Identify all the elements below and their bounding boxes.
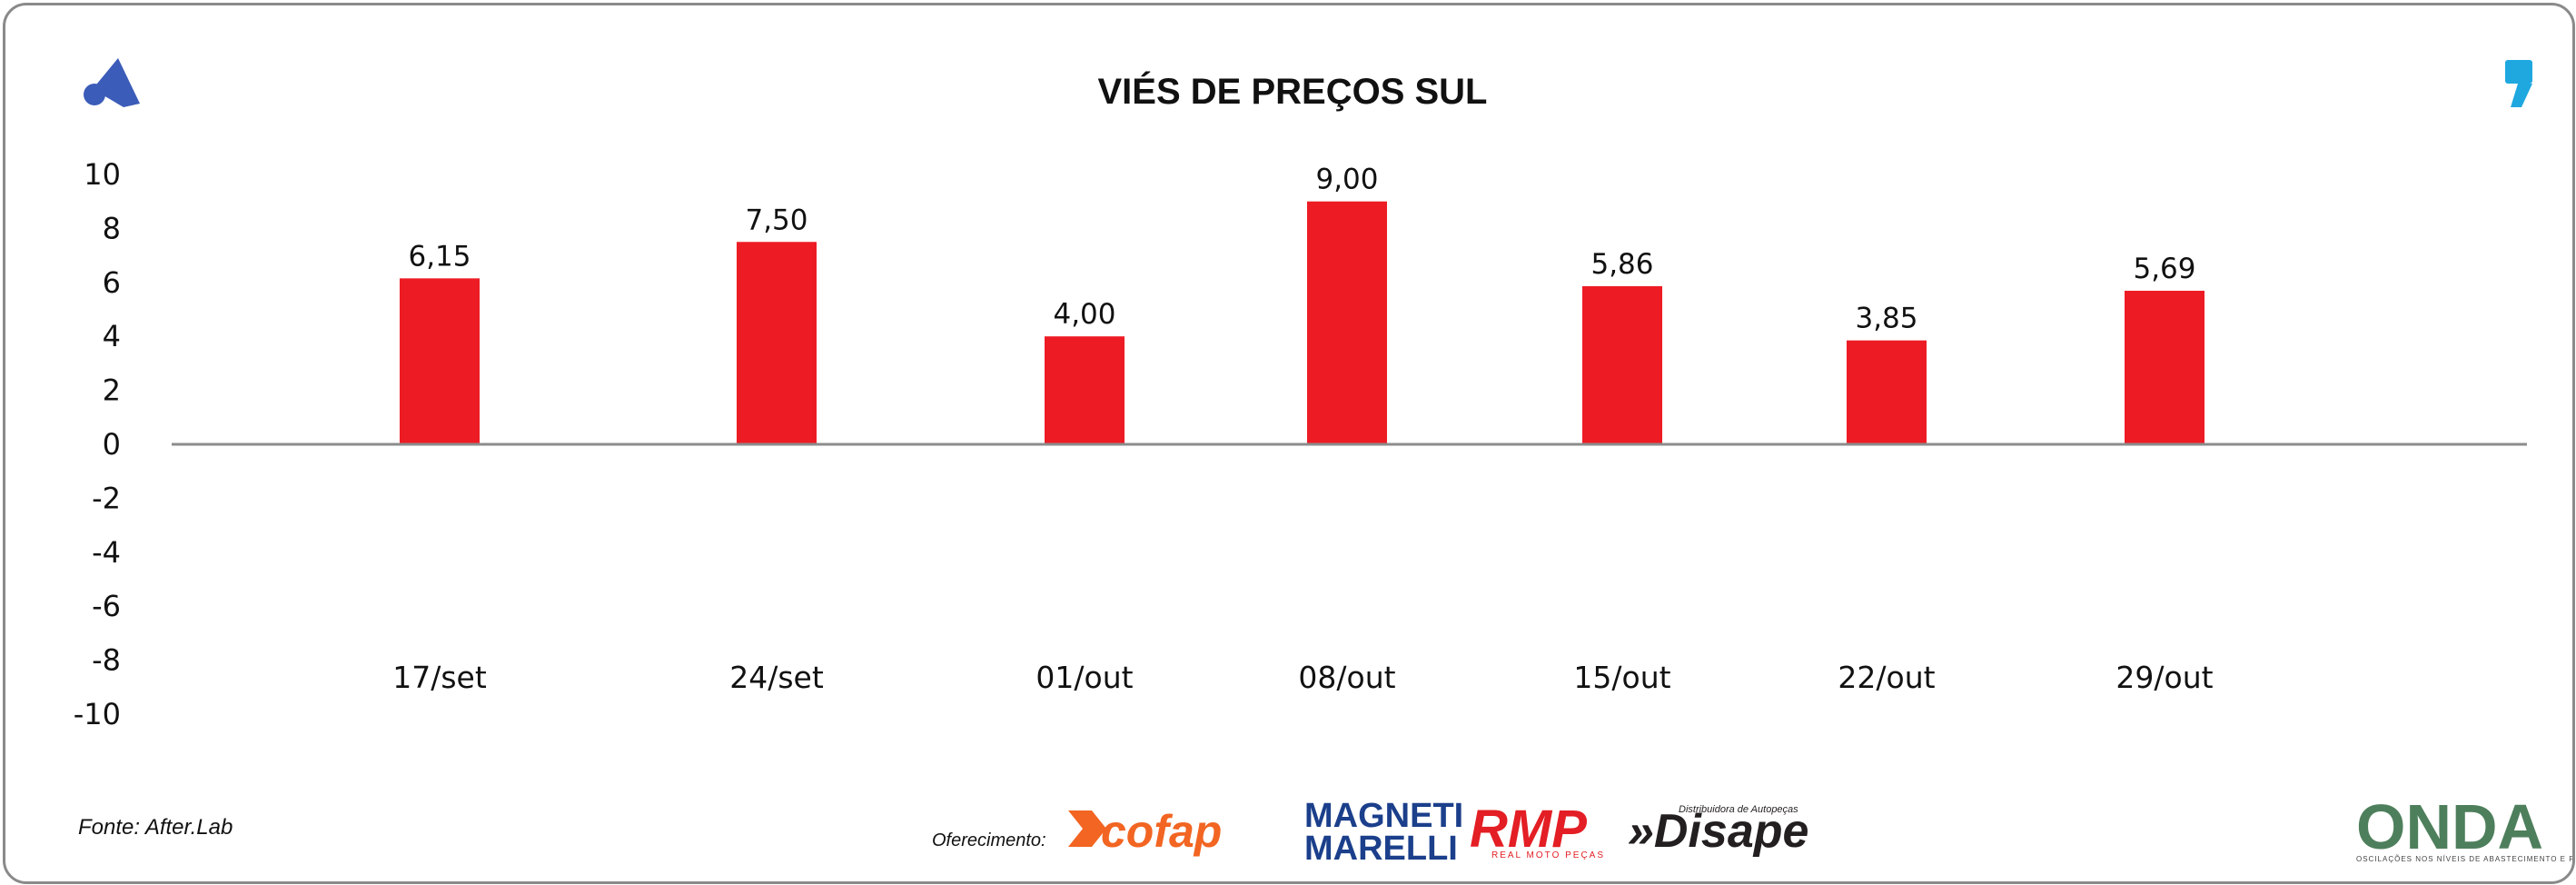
disape-logo: Distribuidora de Autopeças »Disape <box>1628 804 1808 858</box>
y-tick-label: 2 <box>103 373 121 408</box>
x-tick-label: 29/out <box>2115 660 2213 695</box>
x-tick-label: 24/set <box>729 660 824 695</box>
x-tick-label: 15/out <box>1573 660 1670 695</box>
rmp-logo-subtitle: REAL MOTO PEÇAS <box>1491 850 1605 860</box>
rmp-logo-text: RMP <box>1470 800 1587 859</box>
onda-logo-text: ONDA <box>2356 791 2543 862</box>
data-label: 7,50 <box>745 204 807 236</box>
data-label: 6,15 <box>408 240 471 273</box>
bar-chart: VIÉS DE PREÇOS SUL 10 8 6 4 2 0 -2 -4 -6 -8 -10 6,… <box>74 58 2575 868</box>
data-label: 4,00 <box>1053 298 1115 331</box>
bar-22/out <box>1847 340 1927 444</box>
magneti-marelli-logo: MAGNETI MARELLI <box>1304 797 1463 868</box>
data-label: 3,85 <box>1855 303 1917 335</box>
a-logo-icon <box>84 58 140 107</box>
magneti-logo-line1: MAGNETI <box>1304 797 1463 835</box>
bars-group <box>400 201 2204 444</box>
bar-17/set <box>400 278 480 444</box>
x-tick-label: 17/set <box>392 660 487 695</box>
x-axis: 17/set 24/set 01/out 08/out 15/out 22/out 29/o… <box>392 660 2213 695</box>
y-tick-label: 0 <box>103 427 121 462</box>
chart-title: VIÉS DE PREÇOS SUL <box>1098 71 1488 112</box>
y-tick-label: 4 <box>103 319 121 353</box>
bar-01/out <box>1045 336 1125 444</box>
chart-frame: VIÉS DE PREÇOS SUL 10 8 6 4 2 0 -2 -4 -6 -8 -10 6,… <box>3 3 2575 884</box>
data-label: 5,69 <box>2133 253 2195 285</box>
source-note: Fonte: After.Lab <box>78 815 233 840</box>
cofap-logo-text: cofap <box>1101 806 1222 857</box>
y-axis: 10 8 6 4 2 0 -2 -4 -6 -8 -10 <box>74 157 121 731</box>
cofap-logo: cofap <box>1068 806 1222 857</box>
y-tick-label: -10 <box>74 697 121 731</box>
onda-logo: ONDA OSCILAÇÕES NOS NÍVEIS DE ABASTECIME… <box>2356 791 2575 863</box>
sponsor-label: Oferecimento: <box>932 830 1046 850</box>
y-tick-label: -8 <box>92 643 121 678</box>
bar-24/set <box>737 242 817 444</box>
data-labels-group: 6,15 7,50 4,00 9,00 5,86 3,85 5,69 <box>408 164 2195 335</box>
quote-mark-icon <box>2505 60 2532 107</box>
data-label: 9,00 <box>1315 164 1378 196</box>
data-label: 5,86 <box>1590 248 1653 281</box>
y-tick-label: -2 <box>92 481 121 515</box>
onda-logo-subtitle: OSCILAÇÕES NOS NÍVEIS DE ABASTECIMENTO E… <box>2356 855 2575 863</box>
magneti-logo-line2: MARELLI <box>1304 830 1458 868</box>
x-tick-label: 01/out <box>1035 660 1133 695</box>
bar-29/out <box>2125 291 2204 444</box>
bar-08/out <box>1307 201 1387 444</box>
disape-logo-text: »Disape <box>1628 805 1808 858</box>
y-tick-label: -6 <box>92 589 121 623</box>
x-tick-label: 22/out <box>1838 660 1935 695</box>
y-tick-label: 8 <box>103 211 121 245</box>
rmp-logo: RMP REAL MOTO PEÇAS <box>1470 800 1605 860</box>
disape-logo-subtitle: Distribuidora de Autopeças <box>1679 804 1798 815</box>
y-tick-label: -4 <box>92 535 121 570</box>
x-tick-label: 08/out <box>1298 660 1395 695</box>
y-tick-label: 10 <box>84 157 121 192</box>
bar-15/out <box>1582 285 1662 444</box>
y-tick-label: 6 <box>103 265 121 300</box>
